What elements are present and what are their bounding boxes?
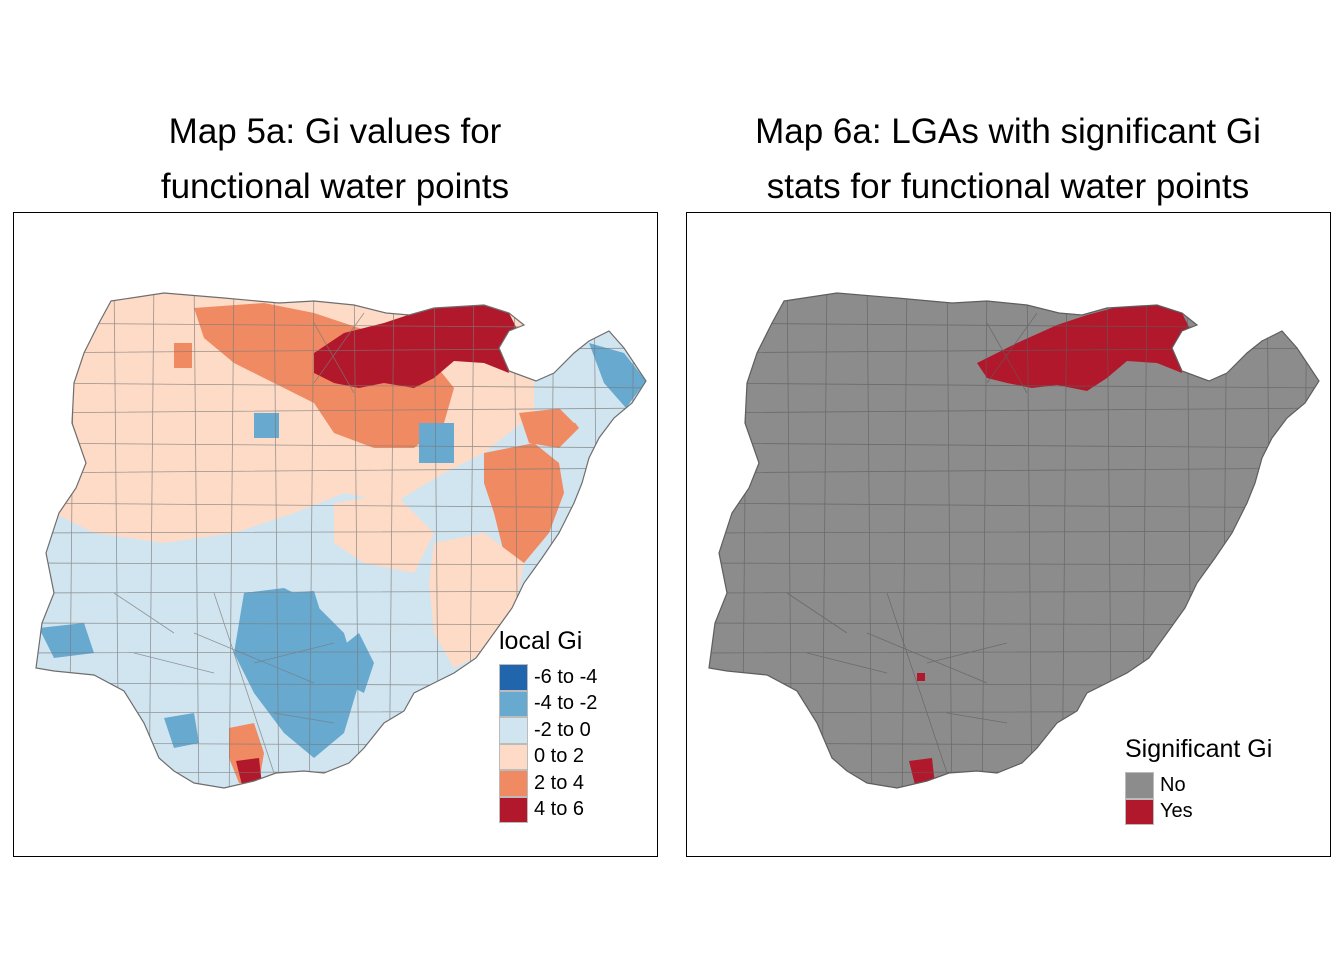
legend-label: No xyxy=(1160,773,1186,796)
region-gi-2-to-4-northeast-small xyxy=(519,408,579,448)
legend-label: -2 to 0 xyxy=(534,718,591,741)
legend-swatch xyxy=(1125,798,1154,825)
legend-label: 0 to 2 xyxy=(534,745,585,768)
map-5a-title-line-1: Map 5a: Gi values for xyxy=(168,112,502,151)
region-gi-0-to-2-southeast xyxy=(429,533,524,668)
legend-swatch xyxy=(1125,772,1154,799)
map-5a-title-line-2: functional water points xyxy=(160,167,510,206)
region-gi-neg4-to-neg2-southeast-patch xyxy=(334,633,374,693)
region-gi-4-to-6-northeast xyxy=(314,305,519,388)
legend-item: 0 to 2 xyxy=(499,743,597,770)
region-gi-neg4-to-neg2-central-patch xyxy=(284,591,324,633)
map-6a-significant-gi xyxy=(708,292,1320,789)
map-5a-title: Map 5a: Gi values for functional water p… xyxy=(13,104,657,214)
legend-label: 2 to 4 xyxy=(534,771,585,794)
region-gi-neg4-to-neg2-northeast-patch xyxy=(419,423,454,463)
nigeria-outline xyxy=(35,292,647,789)
map-5a-gi-values xyxy=(35,292,647,789)
legend-swatch xyxy=(499,664,528,691)
map-6a-title-line-2: stats for functional water points xyxy=(766,167,1250,206)
map-5a-legend: local Gi -6 to -4 -4 to -2 -2 to 0 0 to 2 2 … xyxy=(499,627,597,823)
legend-label: Yes xyxy=(1160,800,1193,823)
region-gi-4-to-6-south xyxy=(236,758,262,785)
lga-boundaries xyxy=(709,293,1319,788)
legend-swatch xyxy=(499,796,528,823)
region-gi-2-to-4-northwest-patch xyxy=(174,343,192,368)
legend-item: No xyxy=(1125,772,1272,799)
region-gi-neg4-to-neg2-southwest-patch xyxy=(164,713,199,748)
legend-label: -6 to -4 xyxy=(534,665,598,688)
map-6a-legend: Significant Gi No Yes xyxy=(1125,735,1272,825)
legend-item: 2 to 4 xyxy=(499,770,597,797)
map-6a-title: Map 6a: LGAs with significant Gi stats f… xyxy=(686,104,1330,214)
legend-title: Significant Gi xyxy=(1125,735,1273,763)
region-significant-south-small xyxy=(917,673,925,681)
legend-item: -4 to -2 xyxy=(499,690,598,717)
region-gi-0-to-2-central xyxy=(334,493,434,573)
legend-item: Yes xyxy=(1125,798,1272,825)
legend-title: local Gi xyxy=(499,627,583,655)
legend-swatch xyxy=(499,717,528,744)
legend-swatch xyxy=(499,770,528,797)
legend-item: -6 to -4 xyxy=(499,664,597,691)
region-not-significant xyxy=(709,293,1319,788)
legend-label: 4 to 6 xyxy=(534,798,585,821)
region-significant-south xyxy=(909,758,935,785)
region-gi-neg4-to-neg2-far-northeast xyxy=(589,343,646,408)
legend-item: -2 to 0 xyxy=(499,717,597,744)
nigeria-outline xyxy=(708,292,1320,789)
map-6a-title-line-1: Map 6a: LGAs with significant Gi xyxy=(755,112,1261,151)
region-gi-0-to-2-central-west xyxy=(94,453,214,533)
region-gi-neg4-to-neg2-south-central xyxy=(234,588,359,758)
legend-items: -6 to -4 -4 to -2 -2 to 0 0 to 2 2 to 4 4 to … xyxy=(499,664,597,823)
legend-swatch xyxy=(499,743,528,770)
legend-label: -4 to -2 xyxy=(534,692,598,715)
region-gi-2-to-4-east xyxy=(484,443,564,563)
legend-item: 4 to 6 xyxy=(499,796,597,823)
region-gi-neg4-to-neg2-north-patch xyxy=(254,413,279,438)
map-5a-frame: local Gi -6 to -4 -4 to -2 -2 to 0 0 to 2 2 … xyxy=(13,212,658,857)
map-6a-frame: Significant Gi No Yes xyxy=(686,212,1331,857)
region-gi-neg4-to-neg2-west-patch xyxy=(39,623,94,658)
legend-swatch xyxy=(499,690,528,717)
legend-items: No Yes xyxy=(1125,772,1272,825)
region-gi-neg2-to-0-west xyxy=(44,523,314,643)
